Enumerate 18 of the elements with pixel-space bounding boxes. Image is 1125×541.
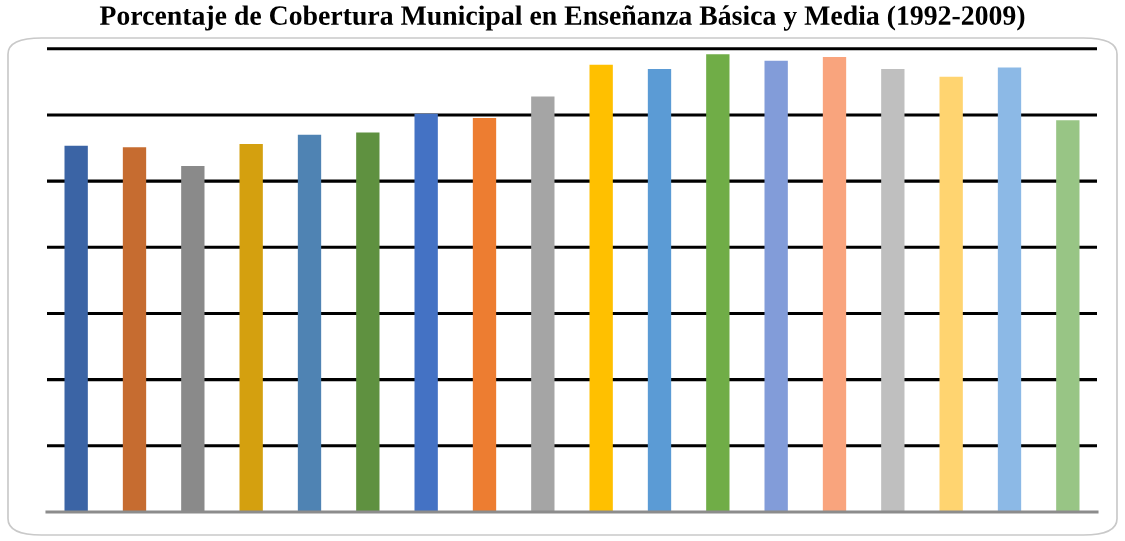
bar <box>589 64 613 512</box>
bar <box>706 54 730 512</box>
bar <box>822 57 847 512</box>
bar <box>939 76 963 512</box>
bar <box>764 60 788 512</box>
chart-title: Porcentaje de Cobertura Municipal en Enseñanza Básica y Media (1992-2009) <box>99 5 1025 31</box>
bar <box>64 145 88 512</box>
bar <box>122 147 147 512</box>
bar <box>297 134 322 512</box>
bar <box>239 143 263 512</box>
bar <box>881 68 905 512</box>
bar <box>1056 120 1080 512</box>
bar <box>472 117 497 512</box>
bar <box>414 113 438 512</box>
bar <box>531 96 555 512</box>
bar <box>647 68 672 512</box>
bar <box>997 67 1022 512</box>
bar <box>356 132 380 512</box>
